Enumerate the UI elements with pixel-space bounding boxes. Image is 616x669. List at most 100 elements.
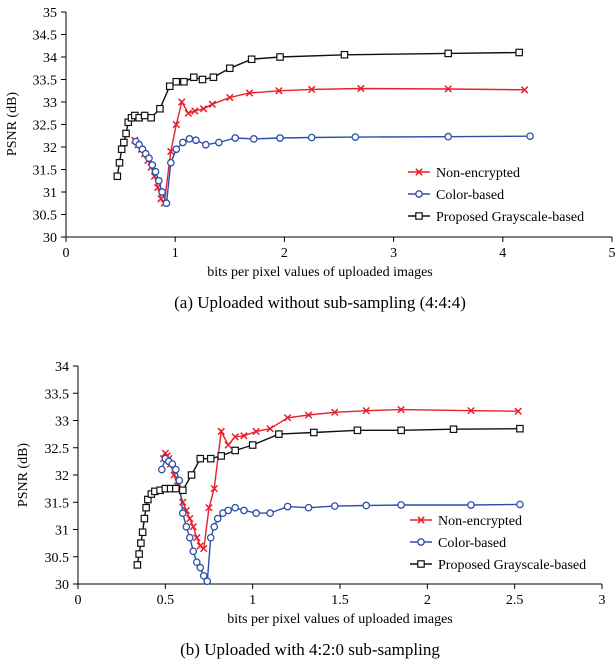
data-point-non-encrypted — [252, 427, 260, 436]
data-point-color-based — [304, 503, 313, 512]
x-tick-label: 3 — [599, 593, 606, 608]
data-point-color-based — [171, 465, 180, 474]
data-point-non-encrypted — [191, 107, 199, 115]
data-point-color-based — [196, 563, 205, 572]
data-point-proposed-grayscale-based — [217, 452, 226, 460]
data-point-proposed-grayscale-based — [115, 158, 124, 167]
data-point-proposed-grayscale-based — [172, 77, 181, 86]
data-point-non-encrypted — [157, 195, 165, 203]
data-point-non-encrypted — [397, 405, 405, 414]
y-axis-label: PSNR (dB) — [5, 92, 20, 157]
data-point-non-encrypted — [179, 498, 187, 506]
y-tick-label: 30.5 — [33, 209, 58, 224]
y-tick-label: 34 — [43, 51, 57, 66]
data-point-proposed-grayscale-based — [156, 104, 164, 113]
y-tick-label: 35 — [43, 6, 57, 21]
data-point-non-encrypted — [208, 100, 217, 108]
x-tick-label: 2 — [424, 593, 431, 608]
data-point-color-based — [201, 140, 210, 149]
data-point-non-encrypted — [184, 109, 193, 117]
x-tick-label: 4 — [499, 246, 506, 261]
data-point-non-encrypted — [304, 411, 313, 419]
data-point-non-encrypted — [224, 441, 232, 449]
data-point-proposed-grayscale-based — [310, 428, 318, 437]
data-point-proposed-grayscale-based — [248, 441, 257, 449]
data-point-non-encrypted — [444, 85, 452, 93]
data-point-proposed-grayscale-based — [187, 471, 196, 479]
data-point-color-based — [215, 138, 223, 147]
data-point-non-encrypted — [193, 533, 201, 542]
data-point-color-based — [157, 465, 166, 474]
data-point-proposed-grayscale-based — [340, 50, 349, 59]
caption-b: (b) Uploaded with 4:2:0 sub-sampling — [180, 640, 440, 659]
data-point-color-based — [330, 502, 339, 510]
data-point-color-based — [210, 522, 219, 531]
data-point-proposed-grayscale-based — [138, 528, 147, 537]
data-point-non-encrypted — [362, 406, 370, 415]
data-point-non-encrypted — [331, 408, 339, 417]
data-point-color-based — [185, 533, 194, 542]
data-point-color-based — [283, 502, 292, 511]
data-point-non-encrypted — [186, 514, 194, 523]
data-point-proposed-grayscale-based — [226, 64, 234, 73]
x-tick-label: 1.5 — [331, 593, 349, 608]
y-tick-label: 30 — [43, 231, 57, 246]
data-point-proposed-grayscale-based — [196, 454, 205, 463]
x-tick-label: 1 — [172, 246, 179, 261]
x-tick-label: 5 — [609, 246, 616, 261]
legend-marker — [415, 212, 423, 220]
data-point-proposed-grayscale-based — [140, 514, 149, 523]
data-point-color-based — [185, 135, 194, 143]
data-point-color-based — [154, 176, 163, 185]
x-tick-label: 0.5 — [157, 593, 175, 608]
data-point-proposed-grayscale-based — [276, 53, 284, 61]
x-tick-label: 0 — [75, 593, 82, 608]
y-tick-label: 30 — [55, 578, 69, 593]
data-point-color-based — [148, 161, 157, 169]
data-point-color-based — [276, 134, 284, 142]
y-tick-label: 32.5 — [45, 442, 70, 457]
data-point-color-based — [351, 133, 360, 141]
y-tick-label: 34.5 — [33, 29, 58, 44]
data-point-non-encrypted — [467, 406, 475, 415]
legend-label: Non-encrypted — [436, 166, 520, 181]
x-tick-label: 3 — [390, 246, 397, 261]
data-point-proposed-grayscale-based — [180, 77, 188, 86]
y-tick-label: 31 — [55, 524, 69, 539]
data-point-non-encrypted — [266, 424, 274, 433]
data-point-color-based — [231, 503, 240, 512]
data-point-proposed-grayscale-based — [206, 454, 215, 463]
data-point-color-based — [252, 509, 261, 518]
data-point-proposed-grayscale-based — [117, 145, 126, 154]
x-axis-label: bits per pixel values of uploaded images — [227, 612, 453, 627]
data-point-non-encrypted — [520, 86, 529, 94]
data-point-color-based — [158, 188, 166, 196]
data-point-color-based — [444, 132, 453, 141]
data-point-non-encrypted — [245, 89, 254, 97]
x-tick-label: 0 — [63, 246, 70, 261]
data-point-color-based — [203, 577, 212, 586]
y-tick-label: 33.5 — [45, 387, 70, 402]
y-tick-label: 32 — [43, 141, 57, 156]
data-point-color-based — [162, 199, 171, 208]
data-point-color-based — [516, 500, 524, 509]
data-point-non-encrypted — [275, 87, 283, 95]
data-point-proposed-grayscale-based — [515, 48, 523, 57]
data-point-non-encrypted — [178, 98, 186, 106]
data-point-color-based — [172, 145, 181, 154]
data-point-color-based — [266, 509, 274, 518]
legend-label: Color-based — [436, 188, 504, 203]
legend-label: Color-based — [438, 536, 506, 551]
data-point-color-based — [199, 571, 208, 580]
data-point-color-based — [145, 154, 153, 163]
legend-label: Proposed Grayscale-based — [436, 210, 584, 225]
data-point-proposed-grayscale-based — [198, 75, 207, 84]
data-point-non-encrypted — [231, 433, 239, 441]
data-point-proposed-grayscale-based — [135, 550, 143, 558]
x-tick-label: 2 — [281, 246, 288, 261]
data-point-proposed-grayscale-based — [189, 73, 198, 82]
y-tick-label: 32 — [55, 469, 69, 484]
